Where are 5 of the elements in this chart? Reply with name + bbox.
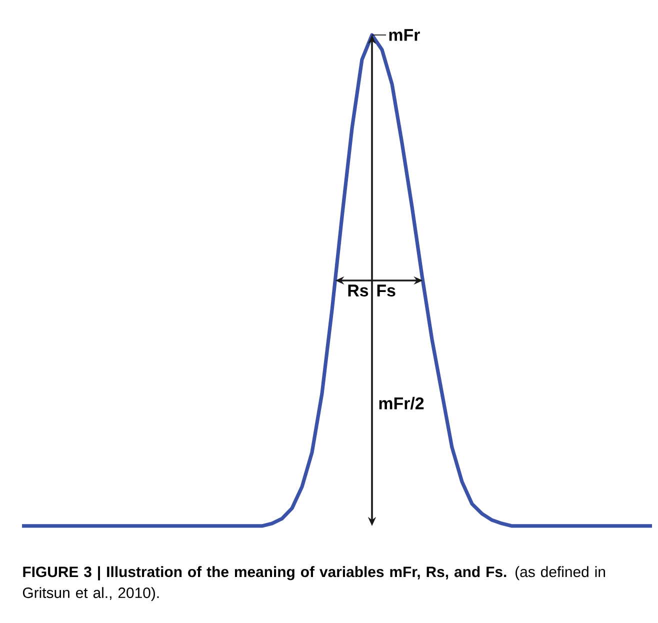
annotation: Fs [377, 284, 396, 297]
text: FIGURE 3 | Illustration of the meaning of variables mFr, Rs, and Fs. (as defined in Gritsun et al., 2010). [22, 566, 606, 602]
annotation: Rs [348, 284, 368, 297]
annotation: mFr/2 [379, 396, 424, 410]
annotation: mFr [389, 29, 420, 41]
